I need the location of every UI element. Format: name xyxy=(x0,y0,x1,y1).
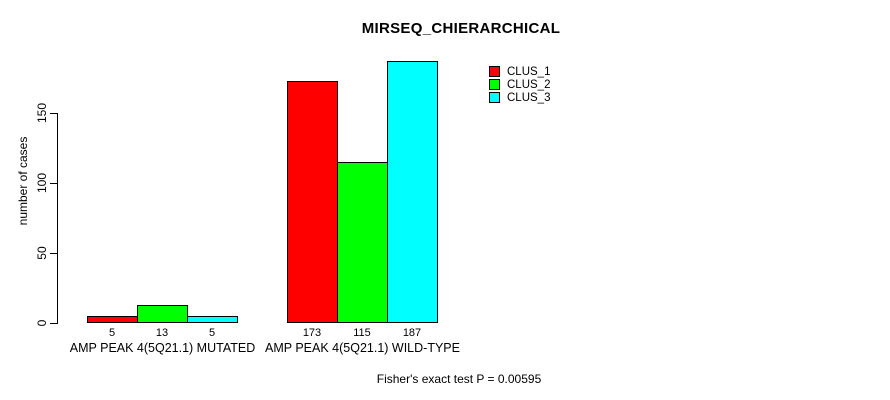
bar-value-label: 187 xyxy=(402,327,422,339)
bar-value-label: 5 xyxy=(108,327,116,339)
bar-clus_2-1 xyxy=(137,305,188,323)
category-label: AMP PEAK 4(5Q21.1) MUTATED xyxy=(69,341,256,355)
bar-clus_1-2 xyxy=(287,81,338,323)
category-label: AMP PEAK 4(5Q21.1) WILD-TYPE xyxy=(265,341,460,355)
y-axis-label: number of cases xyxy=(16,136,30,226)
bar-clus_3-1 xyxy=(187,316,238,323)
y-tick-mark xyxy=(50,323,57,324)
y-tick-label: 150 xyxy=(35,102,49,124)
bar-value-label: 115 xyxy=(353,327,371,339)
bar-value-label: 5 xyxy=(208,327,216,339)
bar-clus_1-1 xyxy=(87,316,138,323)
legend: CLUS_1 CLUS_2 CLUS_3 xyxy=(489,65,550,104)
bar-value-label: 173 xyxy=(302,327,322,339)
legend-item-clus_3: CLUS_3 xyxy=(489,91,550,104)
y-tick-label: 100 xyxy=(35,172,49,194)
bar-clus_2-2 xyxy=(337,162,388,323)
bar-clus_3-2 xyxy=(387,61,438,323)
y-axis-line xyxy=(57,113,58,324)
y-tick-mark xyxy=(50,183,57,184)
legend-item-clus_2: CLUS_2 xyxy=(489,78,550,91)
fisher-test-annotation: Fisher's exact test P = 0.00595 xyxy=(376,372,542,386)
legend-swatch-clus_2 xyxy=(489,79,500,90)
y-tick-label: 50 xyxy=(35,246,49,260)
legend-label: CLUS_2 xyxy=(507,78,551,91)
legend-label: CLUS_3 xyxy=(507,91,551,104)
y-tick-mark xyxy=(50,253,57,254)
legend-item-clus_1: CLUS_1 xyxy=(489,65,550,78)
chart-title: MIRSEQ_CHIERARCHICAL xyxy=(361,20,561,37)
legend-swatch-clus_3 xyxy=(489,92,500,103)
legend-label: CLUS_1 xyxy=(507,65,551,78)
y-tick-label: 0 xyxy=(35,319,49,327)
y-tick-mark xyxy=(50,113,57,114)
bar-value-label: 13 xyxy=(155,327,169,339)
legend-swatch-clus_1 xyxy=(489,66,500,77)
